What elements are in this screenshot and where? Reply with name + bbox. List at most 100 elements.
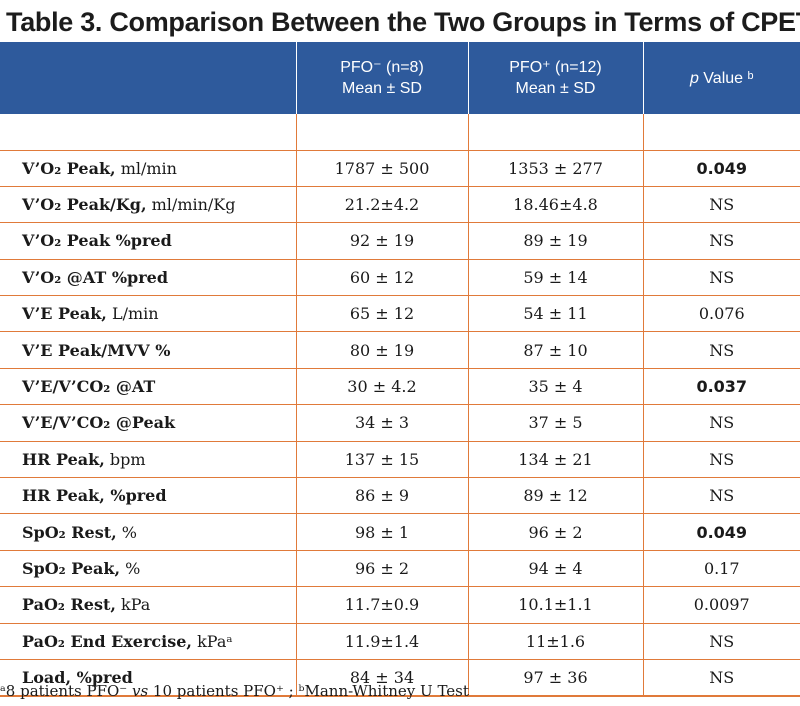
row-label: PaO₂ End Exercise, kPaᵃ <box>0 623 296 660</box>
row-label-bold: V’O₂ Peak, <box>22 158 116 178</box>
cell-p-value: NS <box>642 623 800 660</box>
cell-pfo-positive: 134 ± 21 <box>467 441 643 479</box>
cell-pfo-positive: 54 ± 11 <box>467 295 643 333</box>
row-label-unit: kPa <box>115 595 151 615</box>
table-row: V’E Peak/MVV % 80 ± 19 87 ± 10 NS <box>0 331 800 369</box>
header-blank <box>0 42 296 114</box>
cell-pfo-positive: 1353 ± 277 <box>467 150 643 187</box>
cpet-comparison-table: PFO⁻ (n=8) Mean ± SD PFO⁺ (n=12) Mean ± … <box>0 42 800 697</box>
row-label-bold: V’E/V’CO₂ @Peak <box>22 413 176 433</box>
table-row: HR Peak, bpm 137 ± 15 134 ± 21 NS <box>0 441 800 479</box>
cell-pfo-negative: 137 ± 15 <box>295 441 468 479</box>
header-pfo-positive-line1: PFO⁺ (n=12) <box>509 59 602 76</box>
cell-p-value: NS <box>642 331 800 369</box>
cell-pfo-negative: 65 ± 12 <box>295 295 468 333</box>
row-label: V’E/V’CO₂ @AT <box>0 368 296 406</box>
row-label-bold: PaO₂ Rest, <box>22 595 116 615</box>
table-row: PaO₂ End Exercise, kPaᵃ 11.9±1.4 11±1.6 NS <box>0 623 800 660</box>
cell-p-value: NS <box>642 259 800 297</box>
cell-p-value: NS <box>642 186 800 224</box>
row-label-unit: % <box>120 558 141 578</box>
row-label: SpO₂ Rest, % <box>0 513 296 551</box>
cell-pfo-positive: 59 ± 14 <box>467 259 643 297</box>
cell-pfo-positive: 37 ± 5 <box>467 404 643 442</box>
cell-pfo-negative: 98 ± 1 <box>295 513 468 551</box>
row-label-unit: % <box>116 522 137 542</box>
row-label-unit: ml/min/Kg <box>146 195 236 215</box>
cell-pfo-positive: 35 ± 4 <box>467 368 643 406</box>
row-label: V’E Peak/MVV % <box>0 331 296 369</box>
table-title: Table 3. Comparison Between the Two Grou… <box>6 7 800 37</box>
row-label-unit: bpm <box>104 449 146 469</box>
cell-pfo-negative: 30 ± 4.2 <box>295 368 468 406</box>
cell-p-value: NS <box>642 659 800 696</box>
table-row: V’O₂ @AT %pred 60 ± 12 59 ± 14 NS <box>0 259 800 297</box>
row-label-bold: SpO₂ Peak, <box>22 558 121 578</box>
row-label: V’E/V’CO₂ @Peak <box>0 404 296 442</box>
table-row: V’O₂ Peak, ml/min 1787 ± 500 1353 ± 277 0.0… <box>0 150 800 187</box>
cell-pfo-negative: 1787 ± 500 <box>295 150 468 187</box>
row-label-bold: PaO₂ End Exercise, <box>22 631 192 651</box>
spacer-row <box>0 114 800 151</box>
table-row: PaO₂ Rest, kPa 11.7±0.9 10.1±1.1 0.0097 <box>0 586 800 624</box>
cell-p-value: NS <box>642 477 800 515</box>
cell-p-value: NS <box>642 404 800 442</box>
cell-p-value: 0.049 <box>642 150 800 187</box>
cell-pfo-positive: 10.1±1.1 <box>467 586 643 624</box>
cell-pfo-positive: 94 ± 4 <box>467 550 643 588</box>
header-pfo-positive-line2: Mean ± SD <box>515 80 596 97</box>
table-header-row: PFO⁻ (n=8) Mean ± SD PFO⁺ (n=12) Mean ± … <box>0 42 800 114</box>
header-pfo-negative-line1: PFO⁻ (n=8) <box>340 59 424 76</box>
cell-pfo-negative: 84 ± 34 <box>295 659 468 696</box>
cell-p-value: 0.049 <box>642 513 800 551</box>
table-row: V’E/V’CO₂ @AT 30 ± 4.2 35 ± 4 0.037 <box>0 368 800 406</box>
header-pfo-negative-line2: Mean ± SD <box>342 80 422 97</box>
cell-pfo-positive: 89 ± 12 <box>467 477 643 515</box>
row-label: PaO₂ Rest, kPa <box>0 586 296 624</box>
cell-pfo-negative: 80 ± 19 <box>295 331 468 369</box>
cell-p-value: 0.037 <box>642 368 800 406</box>
cell-pfo-negative: 92 ± 19 <box>295 222 468 260</box>
cell-p-value: 0.0097 <box>642 586 800 624</box>
table-row: SpO₂ Rest, % 98 ± 1 96 ± 2 0.049 <box>0 513 800 551</box>
cell-pfo-negative: 21.2±4.2 <box>295 186 468 224</box>
row-label-bold: V’O₂ Peak/Kg, <box>22 195 147 215</box>
header-pfo-negative: PFO⁻ (n=8) Mean ± SD <box>295 42 468 114</box>
header-p-rest: Value ᵇ <box>698 69 754 87</box>
row-label: V’O₂ Peak, ml/min <box>0 150 296 187</box>
row-label-bold: HR Peak, %pred <box>22 486 167 506</box>
table-row: V’O₂ Peak/Kg, ml/min/Kg 21.2±4.2 18.46±4.8… <box>0 186 800 224</box>
cell-p-value: NS <box>642 222 800 260</box>
cell-p-value: 0.076 <box>642 295 800 333</box>
footnote: ᵃ8 patients PFO⁻ vs 10 patients PFO⁺ ; ᵇ… <box>0 678 800 704</box>
cell-pfo-negative: 11.7±0.9 <box>295 586 468 624</box>
cell-pfo-positive: 18.46±4.8 <box>467 186 643 224</box>
row-label-unit: ml/min <box>115 158 177 178</box>
cell-pfo-negative: 86 ± 9 <box>295 477 468 515</box>
row-label: V’O₂ Peak %pred <box>0 222 296 260</box>
header-p-value: p Value ᵇ <box>642 42 800 114</box>
cell-pfo-positive: 97 ± 36 <box>467 659 643 696</box>
cell-pfo-negative: 34 ± 3 <box>295 404 468 442</box>
footnote-part1: ᵃ8 patients PFO⁻ <box>0 682 132 700</box>
cell-p-value: NS <box>642 441 800 479</box>
row-label-unit: kPaᵃ <box>192 631 233 651</box>
row-label: V’O₂ @AT %pred <box>0 259 296 297</box>
cell-pfo-negative: 11.9±1.4 <box>295 623 468 660</box>
table-row: HR Peak, %pred 86 ± 9 89 ± 12 NS <box>0 477 800 515</box>
footnote-vs: vs <box>131 682 149 700</box>
row-label-bold: HR Peak, <box>22 449 105 469</box>
table-row: SpO₂ Peak, % 96 ± 2 94 ± 4 0.17 <box>0 550 800 588</box>
row-label: SpO₂ Peak, % <box>0 550 296 588</box>
cell-pfo-negative: 96 ± 2 <box>295 550 468 588</box>
row-label-bold: SpO₂ Rest, <box>22 522 117 542</box>
row-label: V’O₂ Peak/Kg, ml/min/Kg <box>0 186 296 224</box>
cell-pfo-positive: 11±1.6 <box>467 623 643 660</box>
header-p-letter: p <box>689 69 699 87</box>
cell-pfo-negative: 60 ± 12 <box>295 259 468 297</box>
table-row: Load, %pred 84 ± 34 97 ± 36 NS <box>0 659 800 696</box>
header-pfo-positive: PFO⁺ (n=12) Mean ± SD <box>467 42 643 114</box>
footnote-part2: 10 patients PFO⁺ ; ᵇMann-Whitney U Test <box>148 682 469 700</box>
table-row: V’E/V’CO₂ @Peak 34 ± 3 37 ± 5 NS <box>0 404 800 442</box>
row-label-unit: L/min <box>106 304 159 324</box>
